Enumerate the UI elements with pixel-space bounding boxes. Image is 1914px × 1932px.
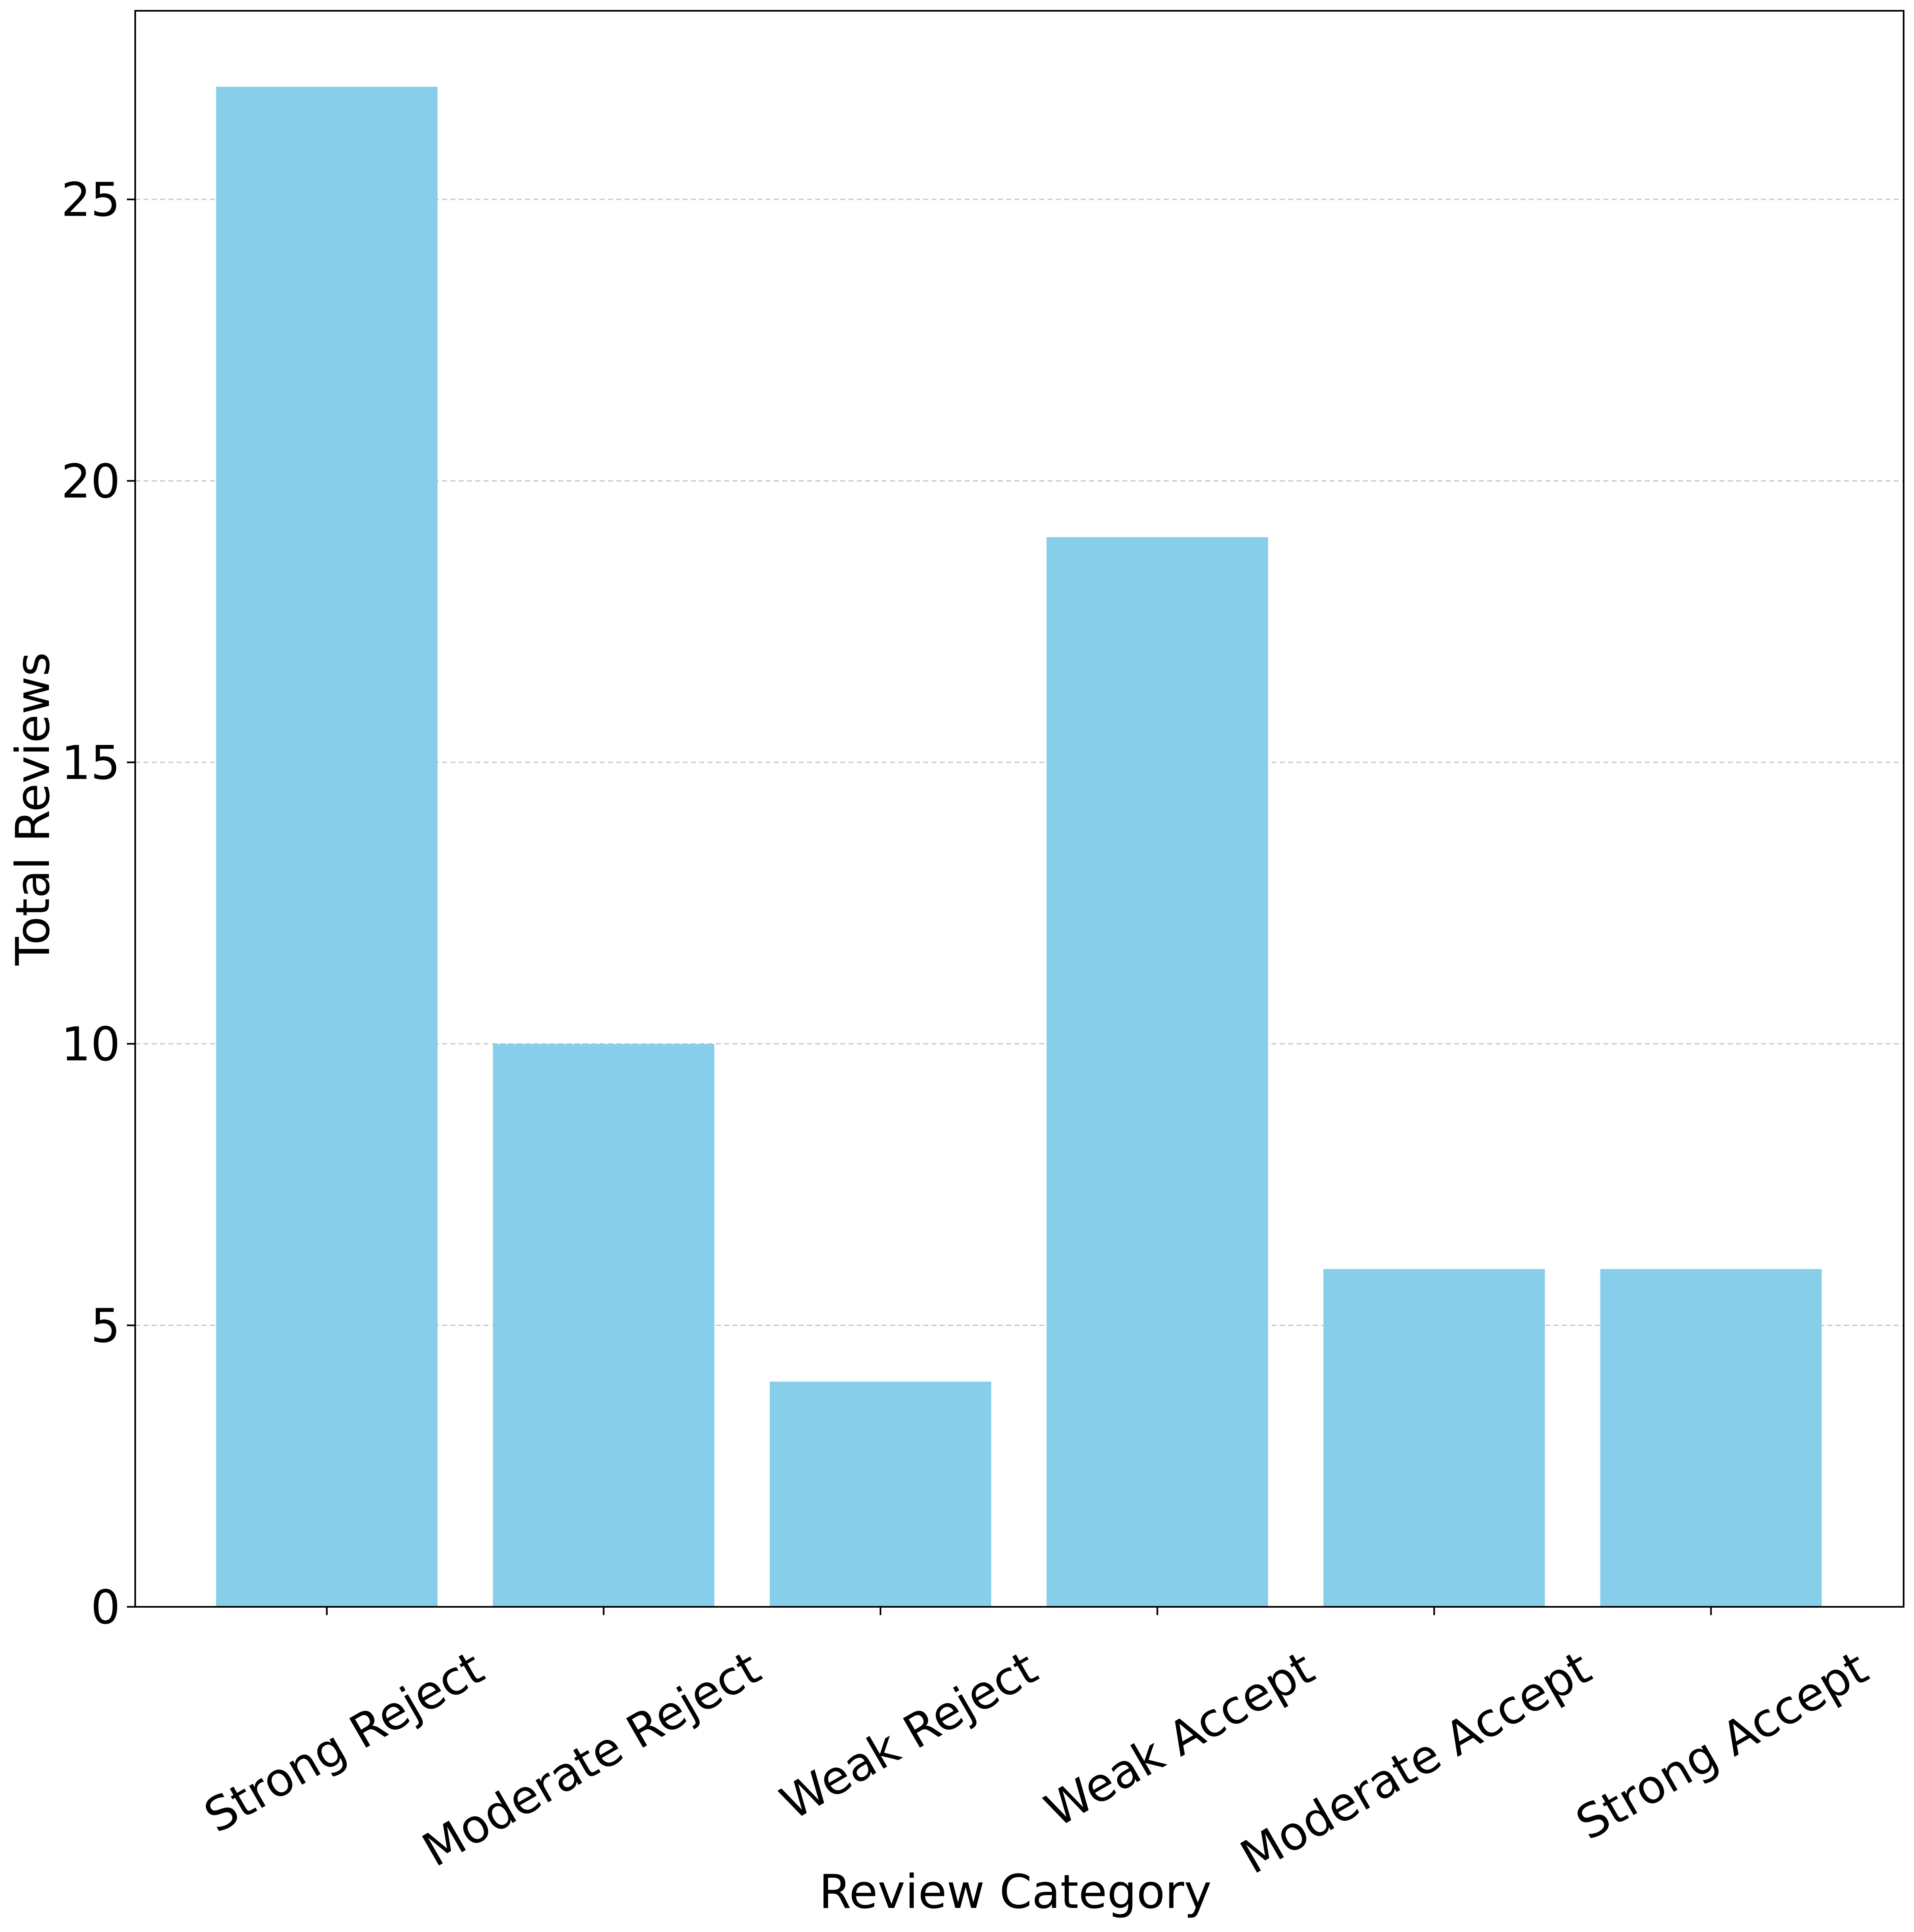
- y-tick-label: 10: [61, 1018, 120, 1072]
- x-tick-label: Strong Accept: [1567, 1641, 1877, 1851]
- bar-weak-reject: [770, 1382, 991, 1607]
- x-tick-label: Weak Accept: [1036, 1641, 1323, 1838]
- y-tick-label: 15: [61, 736, 120, 790]
- y-tick-label: 0: [91, 1581, 120, 1635]
- y-tick-label: 25: [61, 173, 120, 227]
- bars: [216, 87, 1822, 1607]
- bar-strong-reject: [216, 87, 438, 1607]
- y-tick-label: 20: [61, 455, 120, 509]
- bar-strong-accept: [1600, 1269, 1822, 1607]
- bar-moderate-reject: [493, 1044, 715, 1607]
- plot-frame: [134, 10, 1904, 1608]
- y-tick-label: 5: [91, 1299, 120, 1353]
- y-axis-ticks: 0 5 10 15 20 25: [61, 173, 135, 1635]
- x-axis-label: Review Category: [819, 1865, 1212, 1919]
- x-tick-label: Weak Reject: [772, 1641, 1046, 1830]
- bar-moderate-accept: [1323, 1269, 1545, 1607]
- y-axis-label: Total Reviews: [6, 652, 60, 966]
- bar-weak-accept: [1046, 537, 1268, 1607]
